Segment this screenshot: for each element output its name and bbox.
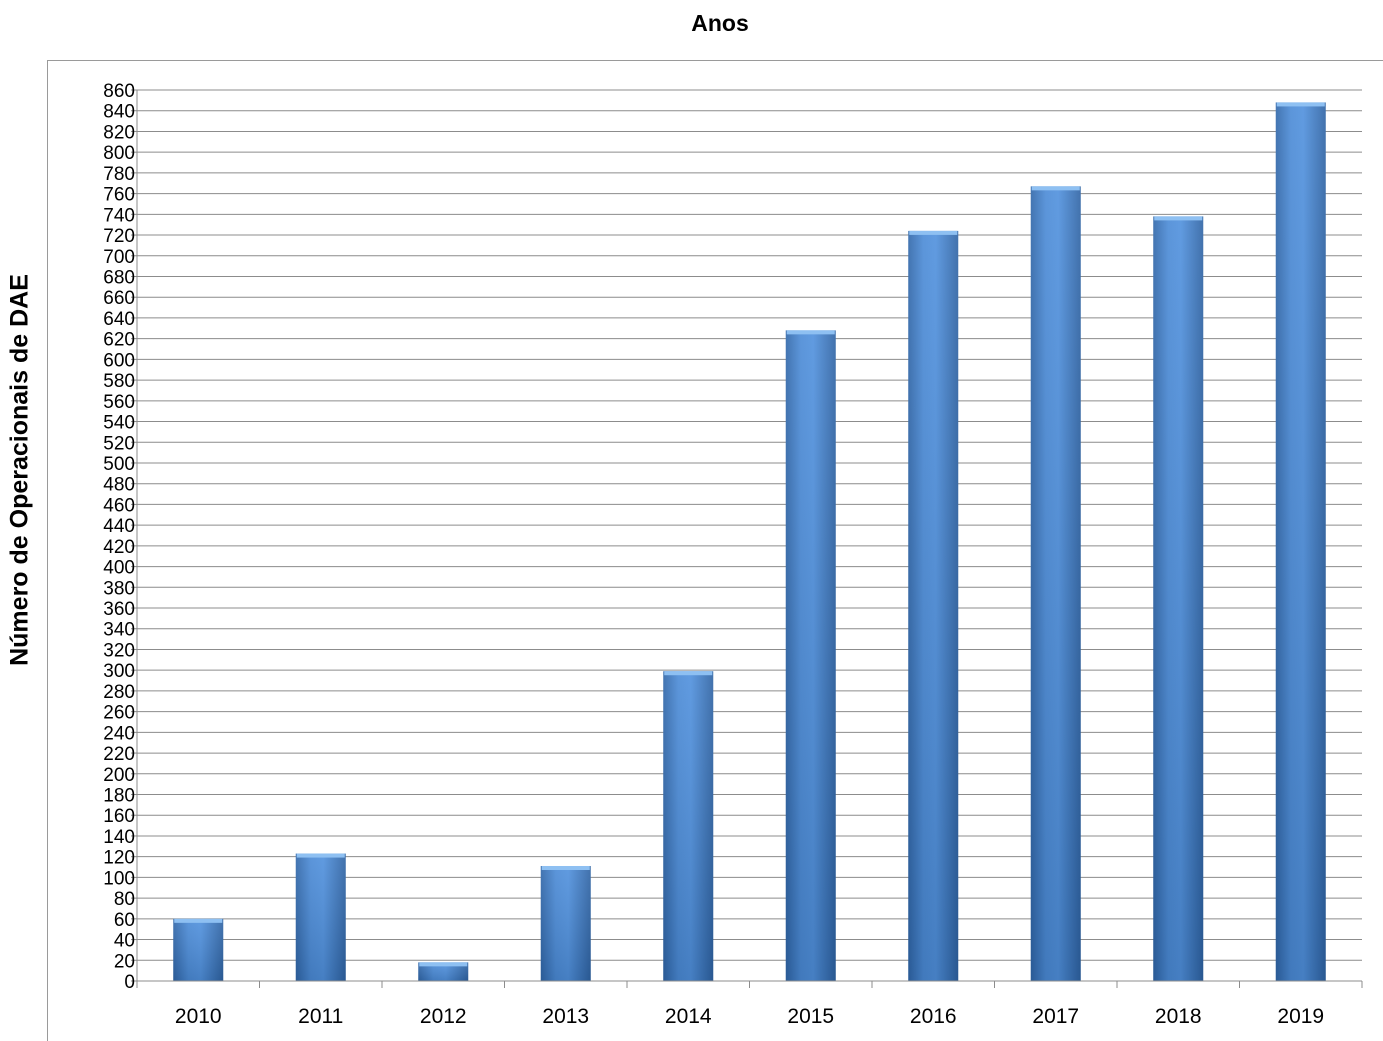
- bar-top-highlight: [1031, 186, 1080, 191]
- y-tick-label: 240: [103, 723, 135, 744]
- x-tick-label: 2019: [1277, 1005, 1324, 1028]
- bar-shade: [540, 865, 591, 981]
- bar-shade: [1275, 102, 1326, 981]
- x-tick-label: 2017: [1032, 1005, 1079, 1028]
- x-tick-label: 2014: [665, 1005, 712, 1028]
- x-tick-label: 2018: [1155, 1005, 1202, 1028]
- y-tick-label: 840: [103, 102, 135, 123]
- bar-shade: [663, 671, 714, 981]
- chart-frame: [47, 60, 1383, 1041]
- bar-top-highlight: [786, 330, 835, 335]
- y-tick-label: 140: [103, 827, 135, 848]
- y-axis-ticks: 0204060801001201401601802002202402602803…: [103, 81, 137, 993]
- y-tick-label: 460: [103, 495, 135, 516]
- y-tick-label: 780: [103, 164, 135, 185]
- bar-2010: [173, 918, 224, 981]
- y-tick-label: 520: [103, 433, 135, 454]
- y-tick-label: 440: [103, 516, 135, 537]
- y-tick-label: 640: [103, 309, 135, 330]
- bar-shade: [173, 918, 224, 981]
- y-tick-label: 600: [103, 350, 135, 371]
- y-tick-label: 620: [103, 330, 135, 351]
- bar-2015: [785, 330, 836, 981]
- y-tick-label: 740: [103, 205, 135, 226]
- bar-shade: [418, 962, 469, 981]
- y-tick-label: 660: [103, 288, 135, 309]
- y-tick-label: 860: [103, 81, 135, 102]
- bar-shade: [785, 330, 836, 981]
- bar-top-highlight: [1276, 102, 1325, 107]
- y-tick-label: 540: [103, 413, 135, 434]
- y-tick-label: 100: [103, 868, 135, 889]
- y-tick-label: 20: [114, 951, 135, 972]
- x-tick-label: 2013: [542, 1005, 589, 1028]
- y-tick-label: 300: [103, 661, 135, 682]
- bar-top-highlight: [296, 853, 345, 858]
- bar-2014: [663, 671, 714, 981]
- bar-2018: [1153, 216, 1204, 981]
- y-tick-label: 280: [103, 682, 135, 703]
- y-tick-label: 400: [103, 558, 135, 579]
- y-tick-label: 260: [103, 703, 135, 724]
- y-tick-label: 700: [103, 247, 135, 268]
- bar-top-highlight: [174, 918, 223, 923]
- bar-top-highlight: [664, 671, 713, 676]
- y-tick-label: 180: [103, 786, 135, 807]
- y-tick-label: 340: [103, 620, 135, 641]
- y-tick-label: 480: [103, 475, 135, 496]
- bar-top-highlight: [909, 230, 958, 235]
- x-tick-label: 2016: [910, 1005, 957, 1028]
- y-tick-label: 380: [103, 578, 135, 599]
- y-tick-label: 0: [124, 972, 135, 993]
- x-tick-label: 2012: [420, 1005, 467, 1028]
- x-tick-label: 2010: [175, 1005, 222, 1028]
- y-tick-label: 220: [103, 744, 135, 765]
- y-tick-label: 580: [103, 371, 135, 392]
- y-tick-label: 40: [114, 931, 135, 952]
- bar-top-highlight: [419, 962, 468, 967]
- y-tick-label: 360: [103, 599, 135, 620]
- y-tick-label: 760: [103, 185, 135, 206]
- x-axis-ticks: 2010 2011 2012 2013 2014 2015 2016 2017 2018 2019: [136, 981, 1363, 1028]
- y-tick-label: 500: [103, 454, 135, 475]
- bar-shade: [1030, 186, 1081, 982]
- bar-2016: [908, 230, 959, 981]
- y-tick-label: 80: [114, 889, 135, 910]
- x-tick-label: 2011: [298, 1005, 343, 1028]
- y-tick-label: 60: [114, 910, 135, 931]
- y-tick-label: 800: [103, 143, 135, 164]
- y-tick-label: 160: [103, 806, 135, 827]
- bar-top-highlight: [1154, 216, 1203, 221]
- y-tick-label: 680: [103, 267, 135, 288]
- y-tick-label: 720: [103, 226, 135, 247]
- bar-2019: [1275, 102, 1326, 981]
- chart-title: Anos: [691, 10, 749, 36]
- bar-shade: [1153, 216, 1204, 981]
- y-tick-label: 420: [103, 537, 135, 558]
- y-tick-label: 200: [103, 765, 135, 786]
- bar-shade: [295, 853, 346, 981]
- bar-top-highlight: [541, 865, 590, 870]
- x-tick-label: 2015: [787, 1005, 834, 1028]
- y-tick-label: 820: [103, 122, 135, 143]
- bar-2017: [1030, 186, 1081, 982]
- bar-2011: [295, 853, 346, 981]
- bar-2012: [418, 962, 469, 981]
- bars: [173, 102, 1326, 982]
- y-tick-label: 560: [103, 392, 135, 413]
- y-tick-label: 120: [103, 848, 135, 869]
- bar-2013: [540, 865, 591, 981]
- bar-shade: [908, 230, 959, 981]
- y-tick-label: 320: [103, 640, 135, 661]
